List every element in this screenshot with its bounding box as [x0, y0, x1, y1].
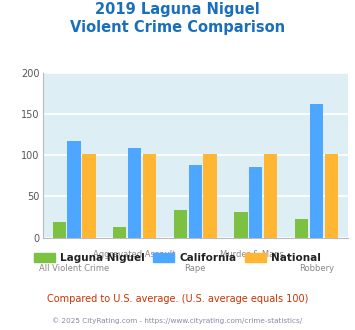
Bar [324, 154, 338, 238]
Text: Compared to U.S. average. (U.S. average equals 100): Compared to U.S. average. (U.S. average … [47, 294, 308, 304]
Bar [310, 104, 323, 238]
Text: All Violent Crime: All Violent Crime [39, 264, 109, 273]
Bar [53, 222, 66, 238]
Text: Aggravated Assault: Aggravated Assault [93, 250, 176, 259]
Bar [174, 211, 187, 238]
Legend: Laguna Niguel, California, National: Laguna Niguel, California, National [30, 248, 325, 267]
Text: Murder & Mans...: Murder & Mans... [220, 250, 292, 259]
Bar [128, 148, 141, 238]
Text: Robbery: Robbery [299, 264, 334, 273]
Bar [189, 165, 202, 238]
Bar [203, 154, 217, 238]
Bar [143, 154, 156, 238]
Bar [249, 167, 262, 238]
Bar [264, 154, 277, 238]
Text: Rape: Rape [185, 264, 206, 273]
Bar [295, 218, 308, 238]
Bar [82, 154, 95, 238]
Text: 2019 Laguna Niguel: 2019 Laguna Niguel [95, 2, 260, 16]
Bar [67, 141, 81, 238]
Text: Violent Crime Comparison: Violent Crime Comparison [70, 20, 285, 35]
Text: © 2025 CityRating.com - https://www.cityrating.com/crime-statistics/: © 2025 CityRating.com - https://www.city… [53, 317, 302, 324]
Bar [113, 227, 126, 238]
Bar [234, 212, 248, 238]
